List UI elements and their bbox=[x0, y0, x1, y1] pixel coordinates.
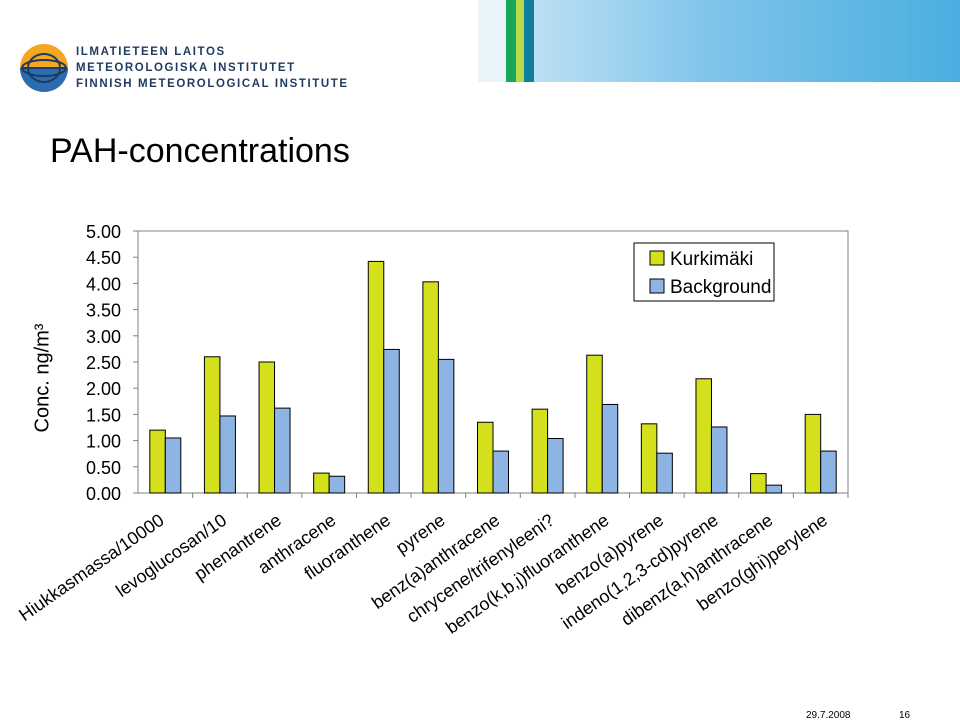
bar-background bbox=[219, 415, 236, 494]
bar-background bbox=[547, 438, 564, 494]
legend-swatch-kurkimaki bbox=[649, 250, 665, 266]
y-tick-label: 2.50 bbox=[86, 353, 121, 373]
bar-kurkimaki bbox=[203, 356, 221, 494]
bar-background bbox=[328, 475, 346, 494]
bar-kurkimaki bbox=[313, 472, 330, 494]
bar-background bbox=[492, 450, 509, 494]
bar-kurkimaki bbox=[804, 413, 822, 494]
bar-kurkimaki bbox=[750, 473, 767, 494]
legend-label-kurkimaki: Kurkimäki bbox=[670, 249, 753, 270]
bar-background bbox=[164, 437, 182, 494]
legend-swatch-background bbox=[649, 278, 665, 294]
bar-background bbox=[383, 348, 400, 494]
bar-kurkimaki bbox=[258, 361, 276, 494]
bar-kurkimaki bbox=[477, 421, 494, 494]
bar-background bbox=[656, 452, 673, 494]
footer-date: 29.7.2008 bbox=[806, 710, 851, 721]
y-tick-label: 0.00 bbox=[86, 484, 121, 504]
y-tick-label: 0.50 bbox=[86, 458, 121, 478]
bar-kurkimaki bbox=[586, 354, 603, 494]
institute-logo: ILMATIETEEN LAITOS METEOROLOGISKA INSTIT… bbox=[18, 42, 347, 98]
bar-kurkimaki bbox=[640, 423, 658, 494]
bar-kurkimaki bbox=[695, 378, 712, 494]
y-tick-label: 4.50 bbox=[86, 248, 121, 268]
bar-background bbox=[710, 426, 728, 494]
bar-background bbox=[274, 407, 291, 494]
bar-background bbox=[601, 403, 619, 494]
y-tick-label: 4.00 bbox=[86, 274, 121, 294]
decorative-banner bbox=[478, 0, 960, 82]
y-tick-label: 3.00 bbox=[86, 327, 121, 347]
org-name-english: FINNISH METEOROLOGICAL INSTITUTE bbox=[76, 78, 349, 90]
y-tick-label: 1.50 bbox=[86, 405, 121, 425]
bar-background bbox=[437, 358, 455, 494]
org-name-finnish: ILMATIETEEN LAITOS bbox=[76, 46, 226, 58]
y-tick-label: 5.00 bbox=[86, 222, 121, 242]
bar-kurkimaki bbox=[531, 408, 549, 494]
legend-label-background: Background bbox=[670, 277, 771, 298]
bar-background bbox=[820, 450, 837, 494]
bar-kurkimaki bbox=[422, 281, 439, 494]
bar-kurkimaki bbox=[149, 429, 166, 494]
org-name-swedish: METEOROLOGISKA INSTITUTET bbox=[76, 62, 296, 74]
institute-logo-icon bbox=[20, 44, 68, 92]
y-tick-label: 1.00 bbox=[86, 432, 121, 452]
page-title: PAH-concentrations bbox=[50, 132, 350, 170]
bar-kurkimaki bbox=[367, 260, 385, 494]
bar-background bbox=[765, 484, 783, 494]
page-number: 16 bbox=[899, 710, 911, 721]
y-tick-label: 3.50 bbox=[86, 301, 121, 321]
y-tick-label: 2.00 bbox=[86, 379, 121, 399]
